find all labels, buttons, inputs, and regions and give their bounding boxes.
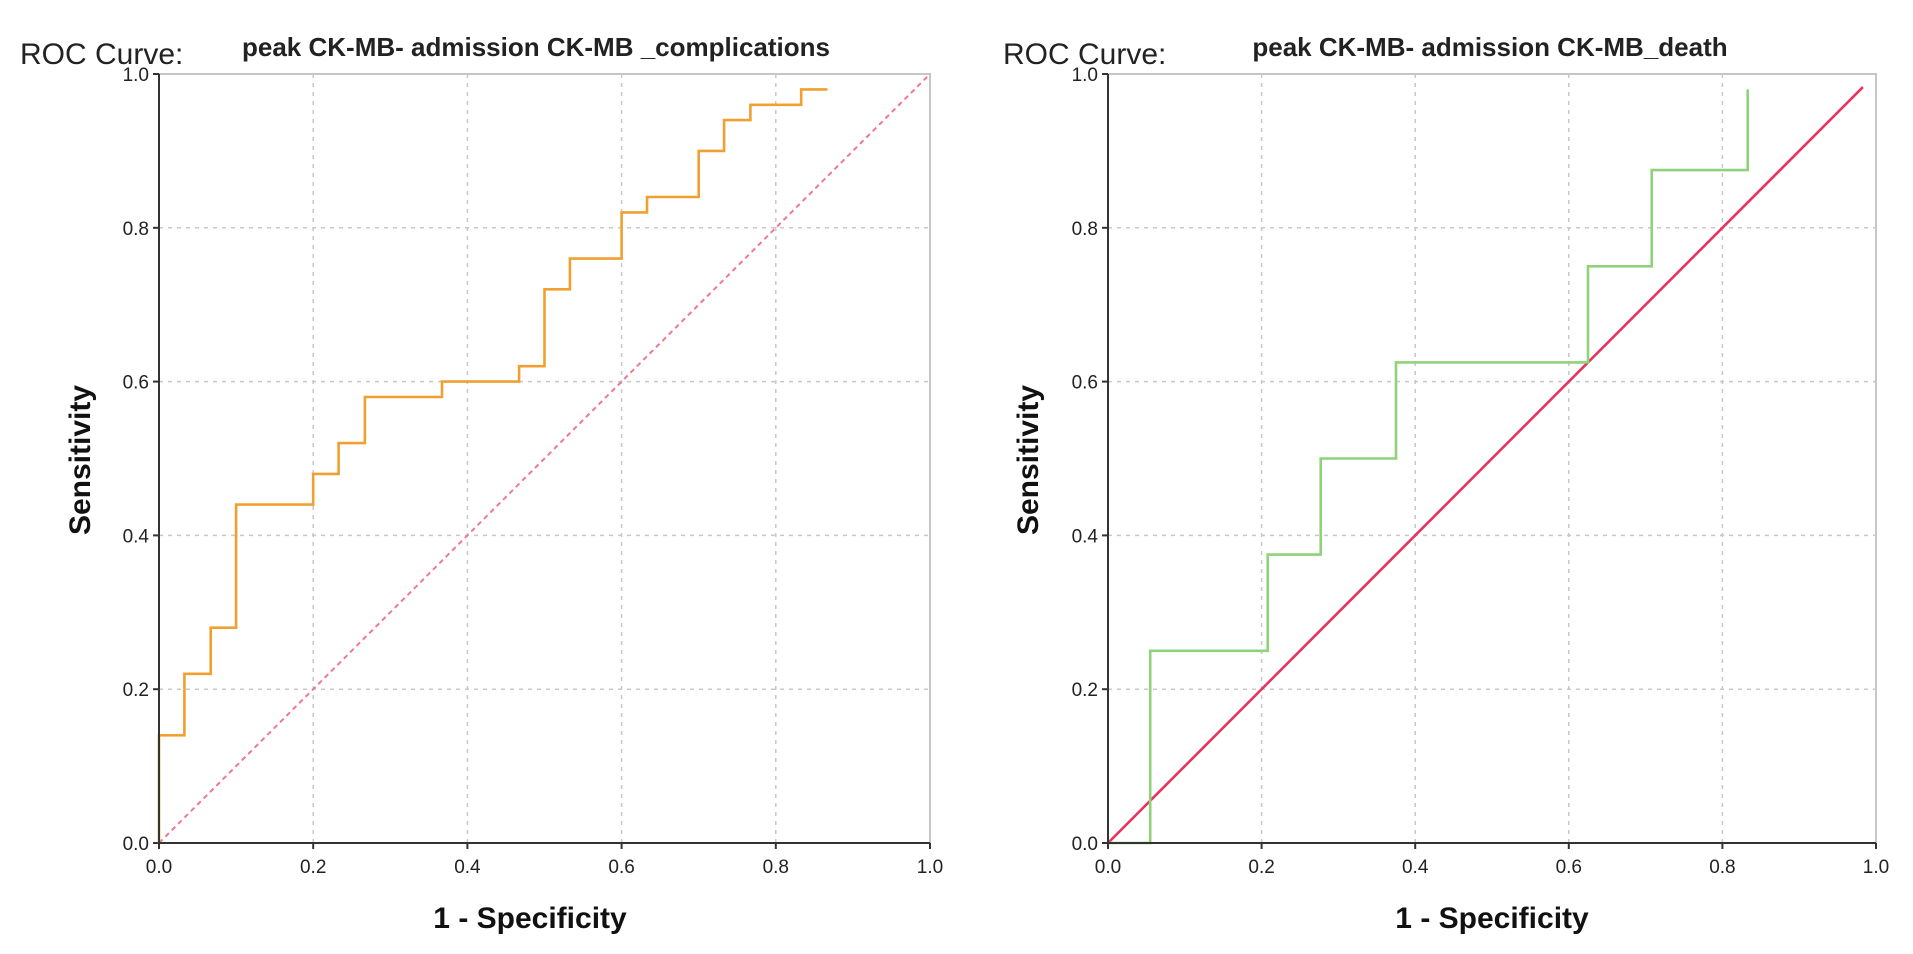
y-tick-label: 0.6 (1072, 373, 1098, 394)
x-tick-label: 1.0 (1863, 857, 1889, 878)
x-tick-label: 0.0 (1095, 857, 1121, 878)
roc-chart-death: ROC Curve: peak CK-MB- admission CK-MB_d… (1003, 32, 1889, 935)
y-tick-label: 1.0 (123, 65, 149, 86)
y-tick-label: 0.6 (123, 373, 149, 394)
y-tick-label: 0.8 (1072, 219, 1098, 240)
reference-line (158, 73, 931, 844)
x-axis-title: 1 - Specificity (433, 902, 627, 935)
x-tick-label: 0.4 (1402, 857, 1429, 878)
y-tick-label: 0.8 (123, 219, 149, 240)
y-tick-label: 0.0 (1072, 834, 1098, 855)
roc-chart-complications: ROC Curve: peak CK-MB- admission CK-MB _… (20, 32, 943, 935)
x-tick-label: 0.8 (1709, 857, 1735, 878)
chart-title: peak CK-MB- admission CK-MB _complicatio… (242, 32, 830, 62)
roc-curve-label: ROC Curve: (1003, 38, 1166, 71)
y-tick-label: 0.2 (1072, 680, 1098, 701)
x-tick-label: 0.2 (300, 857, 326, 878)
x-tick-label: 1.0 (917, 857, 943, 878)
reference-line (1107, 86, 1864, 844)
x-tick-label: 0.6 (1556, 857, 1582, 878)
y-tick-label: 0.2 (123, 680, 149, 701)
roc-curve-line (157, 88, 828, 843)
roc-curve-label: ROC Curve: (20, 38, 183, 71)
chart-title: peak CK-MB- admission CK-MB_death (1252, 32, 1727, 62)
y-tick-label: 0.4 (1072, 526, 1099, 547)
y-axis-title: Sensitivity (1012, 385, 1045, 535)
x-tick-label: 0.2 (1248, 857, 1274, 878)
y-tick-label: 0.4 (123, 526, 150, 547)
x-tick-label: 0.4 (454, 857, 481, 878)
x-axis-title: 1 - Specificity (1395, 902, 1589, 935)
x-tick-label: 0.6 (608, 857, 634, 878)
x-tick-label: 0.0 (146, 857, 172, 878)
y-tick-label: 0.0 (123, 834, 149, 855)
x-tick-label: 0.8 (763, 857, 789, 878)
y-axis-title: Sensitivity (64, 385, 97, 535)
roc-curve-line (1108, 89, 1749, 845)
y-tick-label: 1.0 (1072, 65, 1098, 86)
